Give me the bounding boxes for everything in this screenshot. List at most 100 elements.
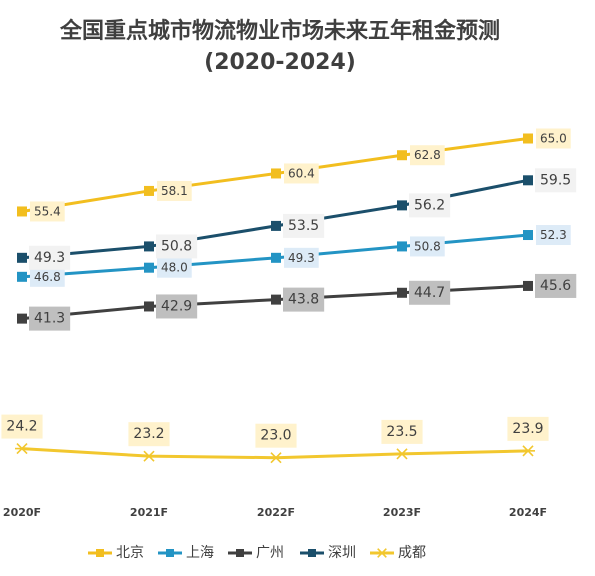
series-line [21,178,529,260]
data-label: 48.0 [157,257,192,278]
data-label-text: 58.1 [161,184,188,198]
data-label-box [536,128,571,149]
data-label-box [255,423,297,448]
data-point [523,133,533,144]
data-label: 45.6 [535,273,577,298]
data-point [142,450,156,462]
data-label-box [283,213,325,238]
data-point [17,252,27,263]
data-label-text: 56.2 [414,197,445,213]
data-label-text: 23.9 [512,421,543,437]
data-label-box [284,163,319,184]
data-point [271,294,281,305]
data-label-text: 50.8 [161,238,192,254]
data-point [144,301,154,312]
legend-marker [236,549,244,557]
data-label-box [507,416,549,441]
data-point [271,168,281,179]
data-label-box [156,294,198,319]
data-label-text: 49.3 [288,251,315,265]
data-label-box [29,306,71,331]
data-label-text: 60.4 [288,166,315,180]
data-label-text: 43.8 [288,292,319,308]
data-label: 65.0 [536,128,571,149]
data-label-text: 50.8 [414,239,441,253]
data-label-text: 49.3 [34,250,65,266]
data-point [144,262,154,273]
data-label: 42.9 [156,294,198,319]
data-label: 49.3 [284,247,319,268]
data-label-box [30,201,65,222]
data-label-text: 59.5 [540,172,571,188]
data-point [523,175,533,186]
x-tick-label: 2022F [257,506,295,519]
data-label: 41.3 [29,306,71,331]
data-label-box [536,225,571,246]
plot-area: 55.4 58.1 60.4 62.8 65.0 46.8 48.0 49.3 50.8 52.3… [1,128,577,464]
legend-item: 上海 [158,545,214,561]
data-label: 59.5 [535,168,577,193]
legend-label: 上海 [186,545,214,561]
data-label-box [283,287,325,312]
data-label: 60.4 [284,163,319,184]
data-point [17,313,27,324]
data-point [17,271,27,282]
data-label-box [535,273,577,298]
legend-item: 深圳 [300,545,356,561]
data-label-box [381,419,423,444]
x-axis: 2020F 2021F 2022F 2023F 2024F [3,506,547,519]
data-label: 23.0 [255,423,297,448]
data-point [269,452,283,464]
data-point [521,445,535,457]
data-label: 24.2 [1,414,43,439]
data-point [523,280,533,291]
data-label: 44.7 [409,280,451,305]
data-label-text: 62.8 [414,148,441,162]
data-label-box [157,257,192,278]
data-label: 55.4 [30,201,65,222]
series-1: 55.4 58.1 60.4 62.8 65.0 [17,128,571,222]
data-label-text: 46.8 [34,270,61,284]
data-label-text: 41.3 [34,311,65,327]
data-label-text: 23.2 [133,426,164,442]
data-point [395,448,409,460]
legend-item: 成都 [370,545,426,561]
legend-label: 北京 [116,545,144,561]
data-label-text: 52.3 [540,228,567,242]
data-label-text: 42.9 [161,298,192,314]
data-point [144,185,154,196]
data-label-text: 53.5 [288,218,319,234]
data-label-box [157,180,192,201]
data-label-box [156,234,198,259]
data-label: 46.8 [30,266,65,287]
data-label-box [535,168,577,193]
legend: 北京 上海 广州 深圳 成都 [88,545,426,561]
data-point [144,241,154,252]
data-point [397,150,407,161]
legend-item: 北京 [88,545,144,561]
chart-title: 全国重点城市物流物业市场未来五年租金预测 [59,18,500,44]
data-label-text: 55.4 [34,204,61,218]
data-point [15,442,29,455]
data-label: 50.8 [410,236,445,257]
data-label-text: 23.0 [260,428,291,444]
data-label-box [29,245,71,270]
data-point [397,200,407,211]
x-tick-label: 2024F [509,506,547,519]
data-point [271,252,281,263]
data-label-text: 48.0 [161,261,188,275]
data-point [397,287,407,298]
data-label-box [409,193,451,218]
legend-marker [96,549,104,557]
data-label-text: 24.2 [6,419,37,435]
legend-label: 成都 [398,545,426,561]
data-point [271,220,281,231]
data-label: 56.2 [409,193,451,218]
data-label: 49.3 [29,245,71,270]
legend-marker [166,549,174,557]
data-label-box [128,422,170,447]
x-tick-label: 2023F [383,506,421,519]
data-label: 43.8 [283,287,325,312]
series-4: 49.3 50.8 53.5 56.2 59.5 [17,168,577,270]
